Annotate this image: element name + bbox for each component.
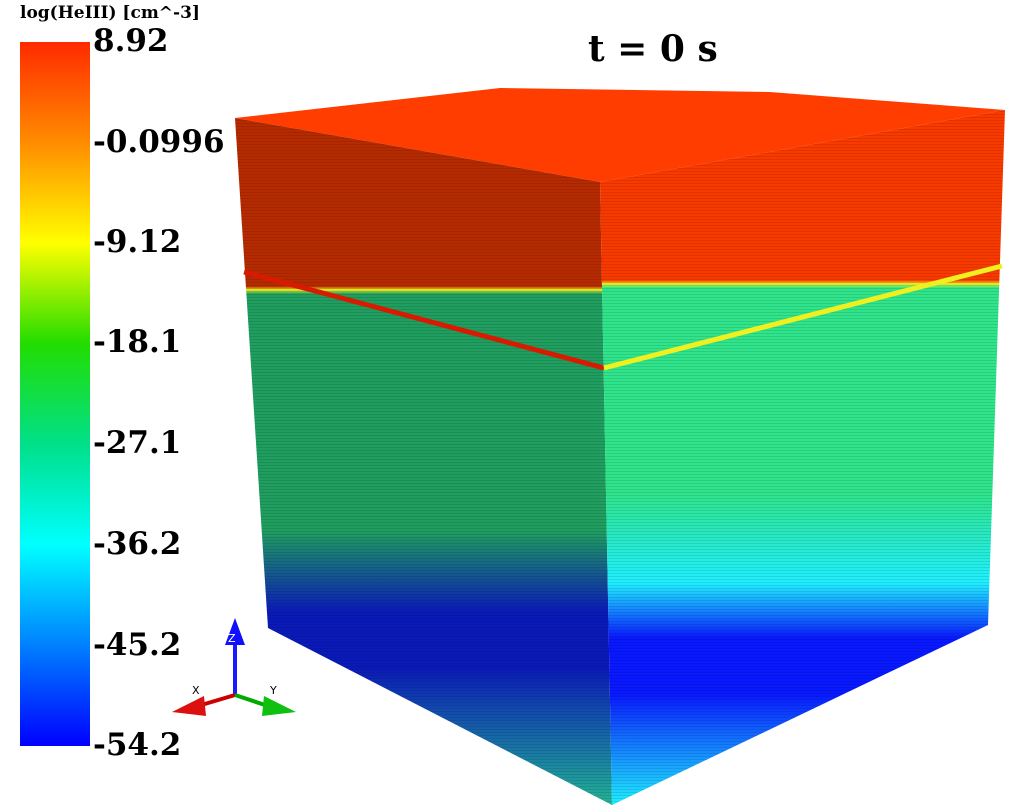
x-axis-label: X (192, 684, 200, 697)
y-axis-label: Y (269, 684, 277, 697)
z-axis-label: Z (228, 632, 236, 645)
colorbar-tick-label: -18.1 (93, 324, 182, 361)
colorbar-tick-label: -0.0996 (93, 123, 225, 160)
interface-line-left (243, 269, 605, 371)
y-axis (234, 693, 269, 708)
z-axis-arrowhead (225, 618, 245, 645)
chart-title: t = 0 s (588, 28, 718, 70)
interface-line-right (603, 263, 1003, 371)
colorbar-tick-label: -45.2 (93, 626, 182, 663)
colorbar-tick-label: -9.12 (93, 224, 182, 261)
cube-top-face (235, 88, 1005, 182)
colorbar-title: log(HeIII) [cm^-3] (20, 3, 200, 23)
colorbar-tick-label: 8.92 (93, 23, 169, 59)
colorbar-gradient (20, 42, 90, 746)
colorbar-tick-label: -36.2 (93, 526, 182, 563)
x-axis-arrowhead (172, 696, 206, 716)
y-axis-arrowhead (262, 696, 296, 716)
colorbar-tick-label: -27.1 (93, 424, 182, 461)
cube-right-face-texture (600, 110, 1005, 805)
colorbar (20, 42, 90, 746)
cube-left-face-texture (235, 118, 612, 805)
colorbar-tick-label: -54.2 (93, 727, 182, 763)
axes-triad: Z X Y (172, 618, 296, 716)
